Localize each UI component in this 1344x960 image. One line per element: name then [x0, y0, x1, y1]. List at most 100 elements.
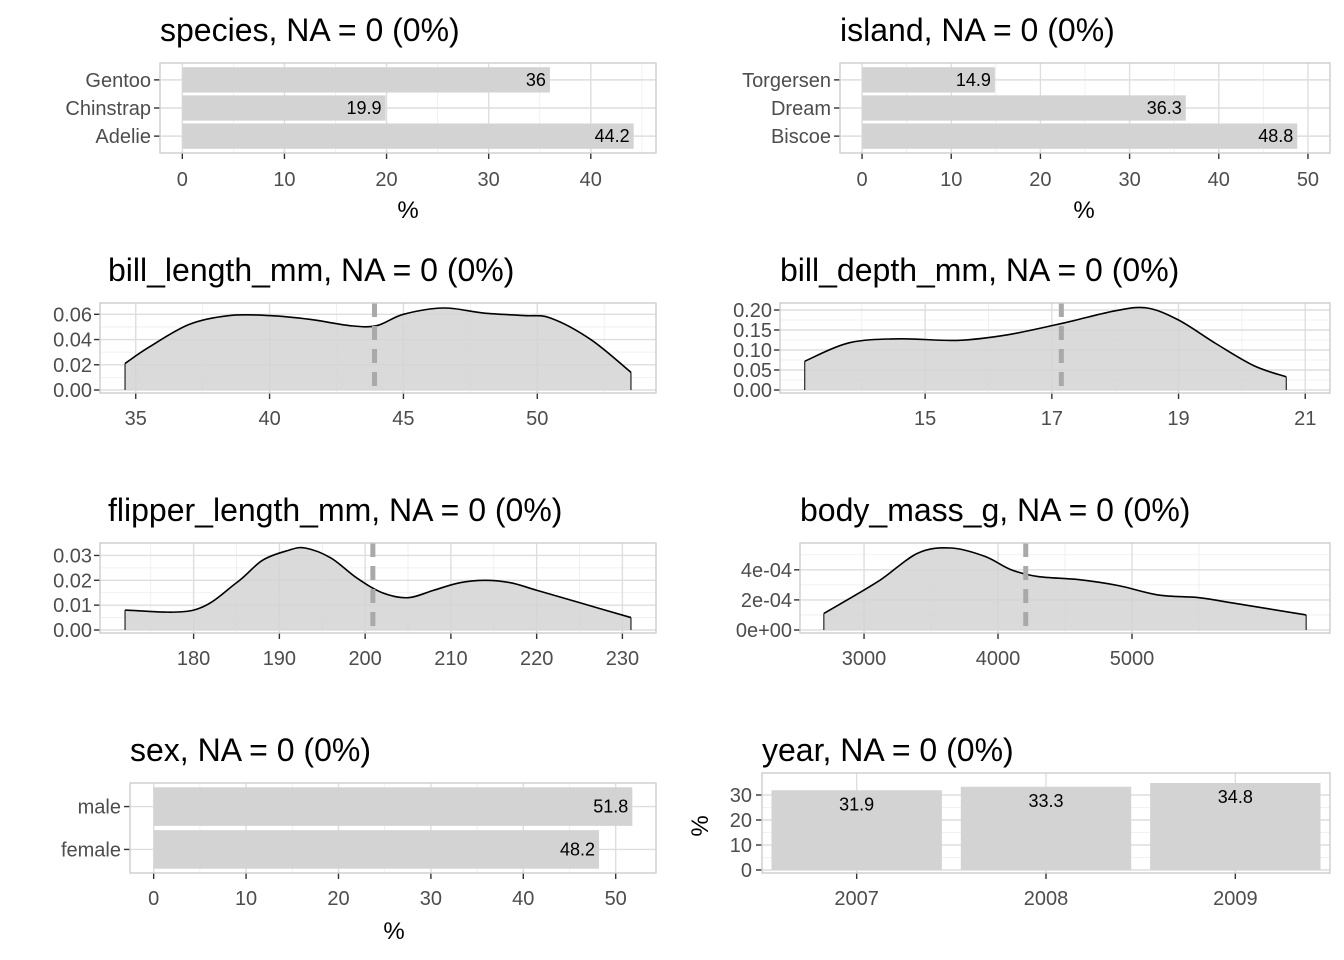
panel-border	[799, 542, 1331, 634]
y-tick-label: 0.02	[53, 355, 92, 377]
island-bar-chart: 48.8 Biscoe 36.3 Dream 14.9 Torgersen 0 10 20 30 4…	[742, 62, 1331, 191]
x-tick-label: 0	[177, 169, 188, 191]
panel-border	[159, 62, 657, 154]
x-tick-label: 45	[392, 408, 414, 430]
species-bar-chinstrap	[182, 95, 386, 121]
sex-bar-chart: 48.2 female 51.8 male 0 10 20 30 40 50	[61, 782, 657, 910]
x-tick-label: 50	[1297, 169, 1319, 191]
bill-length-density-chart: 35 40 45 50 0.00 0.02 0.04 0.06	[53, 302, 657, 430]
x-tick-label: 2009	[1213, 888, 1258, 910]
x-tick-label: 21	[1294, 408, 1316, 430]
x-tick-label: 50	[605, 888, 627, 910]
bar-value-label: 44.2	[595, 126, 630, 146]
bill-length-density-curve	[124, 307, 632, 373]
x-tick-label: 220	[520, 648, 553, 670]
body-mass-panel-title: body_mass_g, NA = 0 (0%)	[800, 492, 1190, 528]
bar-value-label: 34.8	[1218, 787, 1253, 807]
x-tick-label: 4000	[976, 648, 1021, 670]
y-tick-label: 4e-04	[741, 560, 792, 582]
year-bar-2007	[771, 790, 942, 870]
x-tick-label: 40	[512, 888, 534, 910]
sex-x-axis-label: %	[383, 918, 404, 945]
flipper-length-density-area	[125, 547, 631, 630]
y-tick-label: 0.04	[53, 330, 92, 352]
y-tick-label: 0.00	[53, 620, 92, 642]
bar-value-label: 51.8	[593, 797, 628, 817]
bar-value-label: 33.3	[1028, 791, 1063, 811]
y-tick-label: 30	[730, 785, 752, 807]
x-tick-label: 15	[914, 408, 936, 430]
y-tick-label: 0.06	[53, 304, 92, 326]
island-bar-biscoe	[862, 123, 1298, 149]
year-panel-title: year, NA = 0 (0%)	[762, 732, 1014, 768]
y-tick-label: 0.03	[53, 545, 92, 567]
body-mass-density-area	[823, 547, 1307, 630]
x-tick-label: 5000	[1110, 648, 1155, 670]
y-tick-label: 0.00	[733, 380, 772, 402]
body-mass-density-chart: 3000 4000 5000 0e+00 2e-04 4e-04	[736, 542, 1331, 670]
year-y-axis-label: %	[687, 815, 714, 836]
x-tick-label: 3000	[842, 648, 887, 670]
island-bar-torgersen	[862, 67, 995, 93]
x-tick-label: 19	[1167, 408, 1189, 430]
island-x-axis-label: %	[1073, 197, 1094, 224]
bar-value-label: 19.9	[346, 98, 381, 118]
flipper-length-density-curve	[125, 546, 632, 619]
x-tick-label: 190	[263, 648, 296, 670]
x-tick-label: 2008	[1024, 888, 1069, 910]
x-tick-label: 40	[1208, 169, 1230, 191]
y-tick-label: 0.02	[53, 570, 92, 592]
y-tick-label: Chinstrap	[65, 98, 151, 120]
x-tick-label: 40	[258, 408, 280, 430]
y-tick-label: 0.00	[53, 380, 92, 402]
body-mass-density-curve	[823, 547, 1307, 616]
bill-depth-panel-title: bill_depth_mm, NA = 0 (0%)	[780, 252, 1179, 288]
y-tick-label: 20	[730, 810, 752, 832]
species-bar-adelie	[182, 123, 634, 149]
sex-bar-male	[153, 787, 633, 826]
bar-value-label: 36.3	[1147, 98, 1182, 118]
species-bar-gentoo	[182, 67, 550, 93]
y-tick-label: Adelie	[95, 126, 151, 148]
y-tick-label: 2e-04	[741, 590, 792, 612]
species-x-axis-label: %	[397, 197, 418, 224]
x-tick-label: 0	[148, 888, 159, 910]
x-tick-label: 210	[434, 648, 467, 670]
sex-bar-female	[153, 830, 600, 869]
flipper-length-density-chart: 180 190 200 210 220 230 0.00 0.01 0.02 0.03	[53, 542, 657, 670]
bar-value-label: 36	[526, 70, 546, 90]
x-tick-label: 10	[273, 169, 295, 191]
x-tick-label: 35	[125, 408, 147, 430]
y-tick-label: 10	[730, 835, 752, 857]
bar-value-label: 48.2	[560, 839, 595, 859]
y-tick-label: male	[78, 797, 121, 819]
x-tick-label: 50	[526, 408, 548, 430]
x-tick-label: 20	[375, 169, 397, 191]
x-tick-label: 30	[478, 169, 500, 191]
y-tick-label: Torgersen	[742, 70, 831, 92]
bar-value-label: 14.9	[956, 70, 991, 90]
x-tick-label: 10	[235, 888, 257, 910]
island-bar-dream	[862, 95, 1186, 121]
x-tick-label: 230	[606, 648, 639, 670]
bill-depth-density-area	[804, 307, 1287, 390]
bill-length-density-area	[125, 307, 631, 390]
species-panel-title: species, NA = 0 (0%)	[160, 12, 460, 48]
x-tick-label: 17	[1041, 408, 1063, 430]
panel-border	[761, 772, 1331, 874]
y-tick-label: 0e+00	[736, 620, 792, 642]
bar-value-label: 48.8	[1258, 126, 1293, 146]
x-tick-label: 10	[940, 169, 962, 191]
bar-value-label: 31.9	[839, 794, 874, 814]
x-tick-label: 0	[856, 169, 867, 191]
y-tick-label: 0.10	[733, 340, 772, 362]
panel-border	[779, 302, 1331, 394]
y-tick-label: Biscoe	[771, 126, 831, 148]
x-tick-label: 20	[1029, 169, 1051, 191]
bill-depth-density-curve	[804, 306, 1287, 378]
y-tick-label: Dream	[771, 98, 831, 120]
year-bar-2009	[1150, 783, 1321, 870]
y-tick-label: 0.15	[733, 320, 772, 342]
panel-border	[99, 542, 657, 634]
